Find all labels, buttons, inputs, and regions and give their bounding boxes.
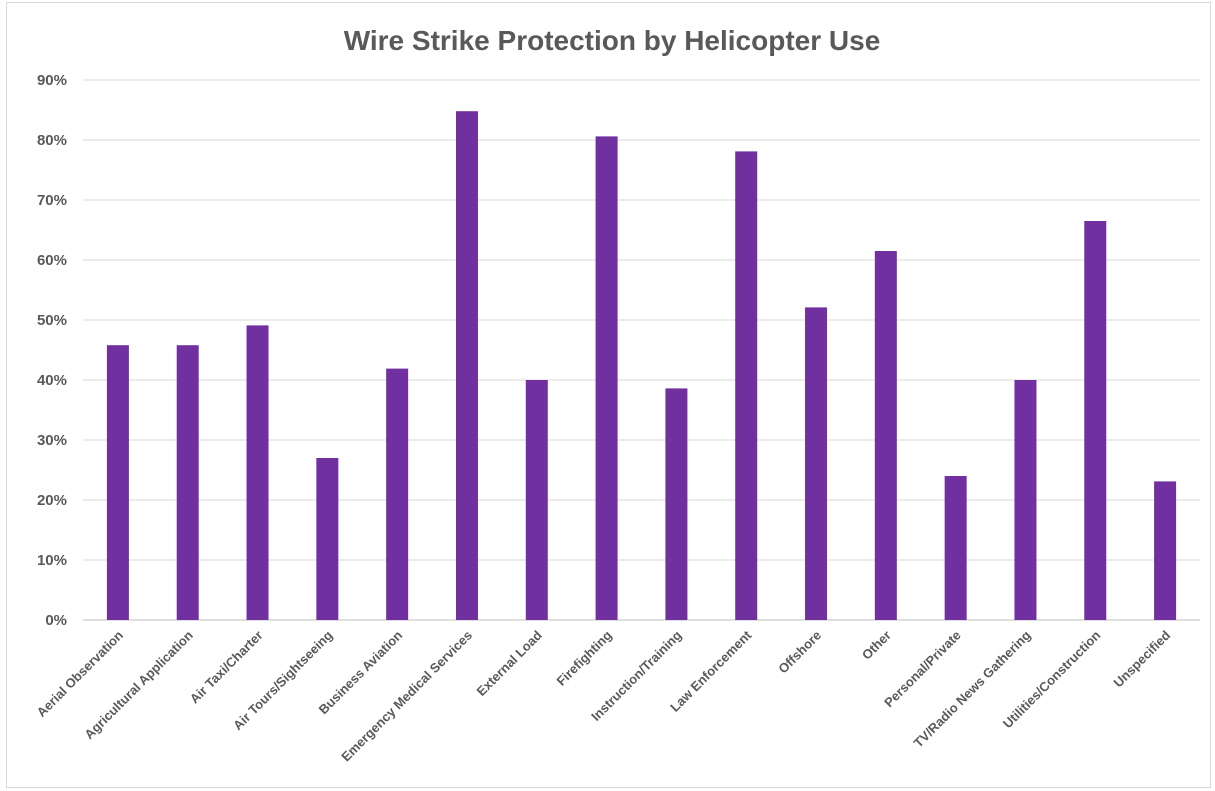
bar [386,368,409,620]
y-tick-label: 40% [37,372,67,389]
x-tick-label: Offshore [775,628,824,677]
gridlines [83,79,1200,621]
x-tick-label: TV/Radio News Gathering [911,627,1034,750]
bar [805,307,828,620]
y-tick-label: 70% [37,192,67,209]
bar [455,111,478,620]
bar [665,388,688,620]
x-tick-label: Unspecified [1111,627,1174,690]
y-tick-label: 90% [37,72,67,89]
bar [176,345,199,620]
y-tick-label: 0% [45,612,67,629]
bar [1014,380,1037,620]
y-tick-label: 10% [37,552,67,569]
x-tick-label: Emergency Medical Services [338,628,475,765]
y-tick-label: 60% [37,252,67,269]
bars [106,111,1177,620]
y-tick-label: 30% [37,432,67,449]
y-tick-label: 20% [37,492,67,509]
bar [735,151,758,620]
bar [944,476,967,620]
x-tick-label: External Load [474,627,545,698]
bar [1084,221,1107,620]
bar [316,458,339,620]
bar [874,251,897,620]
y-tick-label: 80% [37,132,67,149]
y-axis-ticks: 0% 10% 20% 30% 40% 50% 60% 70% 80% 90% [37,72,67,629]
chart-title: Wire Strike Protection by Helicopter Use [344,25,881,56]
x-tick-label: Other [859,628,894,663]
x-tick-label: Air Taxi/Charter [187,628,266,707]
y-tick-label: 50% [37,312,67,329]
bar [106,345,129,620]
x-tick-label: Firefighting [554,627,615,688]
bar [246,325,269,620]
bar [1154,481,1177,620]
bar [595,136,618,620]
bar [525,380,548,620]
